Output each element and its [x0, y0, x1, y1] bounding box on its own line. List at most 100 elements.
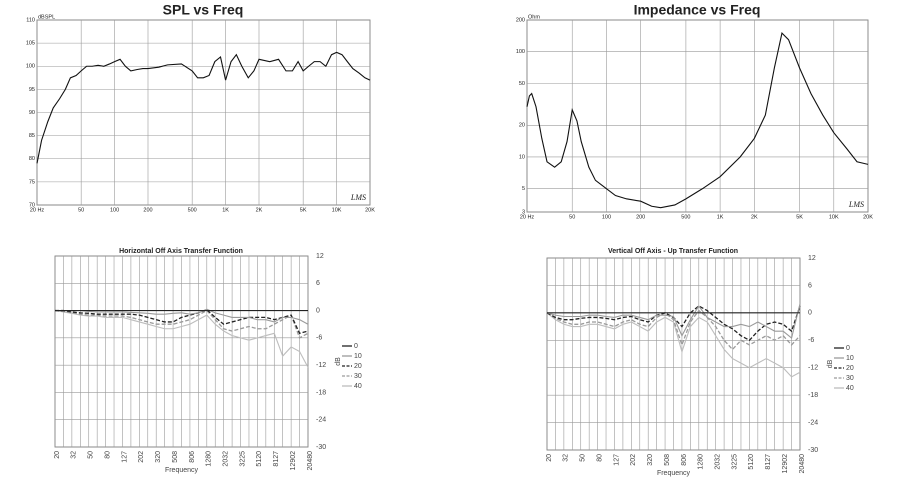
y-tick-label: -24 — [808, 419, 818, 426]
y-tick-label: -18 — [808, 392, 818, 399]
x-tick-label: 10K — [829, 214, 839, 220]
data-line — [54, 310, 309, 368]
chart-title: Vertical Off Axis - Up Transfer Function — [608, 248, 738, 255]
x-tick-label: 8127 — [765, 454, 772, 470]
x-tick-label: 32 — [563, 454, 570, 462]
chart: Impedance vs Freq 3 5 10 20 50 100 200 20 Hz 50 10… — [516, 2, 873, 221]
x-tick-label: 202 — [630, 454, 637, 466]
data-line — [546, 303, 801, 339]
legend-label: 40 — [846, 385, 854, 392]
x-tick-label: 320 — [647, 454, 654, 466]
x-tick-label: 2032 — [715, 454, 722, 470]
annotation: LMS — [350, 193, 366, 202]
data-line — [546, 312, 801, 378]
x-tick-label: 5120 — [256, 451, 263, 467]
chart-title: Impedance vs Freq — [634, 2, 761, 18]
x-tick-label: 12902 — [782, 454, 789, 474]
y-tick-label: -12 — [808, 365, 818, 372]
x-axis-label: Frequency — [165, 467, 199, 474]
x-tick-label: 1280 — [206, 451, 213, 467]
y-tick-label: -12 — [316, 362, 326, 369]
y-unit: dBSPL — [38, 14, 55, 20]
x-tick-label: 20K — [365, 207, 375, 213]
legend-label: 10 — [354, 353, 362, 360]
x-tick-label: 200 — [636, 214, 645, 220]
legend-label: 0 — [354, 343, 358, 350]
y-tick-label: 80 — [29, 156, 35, 162]
y-tick-label: -6 — [316, 335, 322, 342]
chart-title: Horizontal Off Axis Transfer Function — [119, 248, 243, 255]
data-line — [36, 51, 371, 164]
y-tick-label: 3 — [522, 209, 525, 215]
legend-label: 30 — [354, 373, 362, 380]
y-unit: Ohm — [528, 14, 540, 20]
y-tick-label: 12 — [316, 253, 324, 260]
chart: SPL vs Freq 70 75 80 85 90 95 100 105 110 20 Hz 50 1… — [26, 2, 375, 214]
x-tick-label: 80 — [596, 454, 603, 462]
y-tick-label: 105 — [26, 41, 35, 47]
x-tick-label: 80 — [104, 451, 111, 459]
x-tick-label: 320 — [155, 451, 162, 463]
x-tick-label: 127 — [613, 454, 620, 466]
legend-label: 20 — [846, 365, 854, 372]
x-tick-label: 20 Hz — [520, 214, 535, 220]
y-axis-label: dB — [335, 357, 342, 366]
x-tick-label: 5K — [796, 214, 803, 220]
x-tick-label: 806 — [189, 451, 196, 463]
x-tick-label: 50 — [580, 454, 587, 462]
data-line — [546, 309, 801, 351]
data-line — [55, 308, 309, 325]
y-tick-label: -18 — [316, 389, 326, 396]
legend-label: 0 — [846, 345, 850, 352]
y-tick-label: -6 — [808, 337, 814, 344]
x-tick-label: 5120 — [748, 454, 755, 470]
x-tick-label: 10K — [332, 207, 342, 213]
x-tick-label: 2032 — [223, 451, 230, 467]
legend-label: 30 — [846, 375, 854, 382]
data-line — [526, 32, 869, 209]
x-tick-label: 3225 — [731, 454, 738, 470]
y-tick-label: 50 — [519, 81, 525, 87]
y-tick-label: 100 — [26, 64, 35, 70]
x-tick-label: 100 — [110, 207, 119, 213]
x-tick-label: 508 — [172, 451, 179, 463]
chart-title: SPL vs Freq — [163, 2, 244, 18]
x-tick-label: 500 — [188, 207, 197, 213]
y-tick-label: 110 — [26, 17, 35, 23]
x-tick-label: 5K — [300, 207, 307, 213]
x-tick-label: 100 — [602, 214, 611, 220]
x-tick-label: 1K — [717, 214, 724, 220]
x-tick-label: 20480 — [799, 454, 806, 474]
y-tick-label: 6 — [316, 280, 320, 287]
x-tick-label: 50 — [569, 214, 575, 220]
x-tick-label: 12902 — [290, 451, 297, 471]
chart: Vertical Off Axis - Up Transfer Function… — [546, 248, 854, 477]
y-tick-label: 95 — [29, 87, 35, 93]
x-tick-label: 20 — [54, 451, 61, 459]
x-tick-label: 50 — [88, 451, 95, 459]
x-tick-label: 32 — [71, 451, 78, 459]
y-tick-label: 90 — [29, 110, 35, 116]
y-tick-label: 200 — [516, 17, 525, 23]
y-tick-label: 6 — [808, 282, 812, 289]
x-tick-label: 1280 — [698, 454, 705, 470]
y-tick-label: 0 — [316, 307, 320, 314]
y-tick-label: 75 — [29, 179, 35, 185]
x-tick-label: 1K — [222, 207, 229, 213]
x-tick-label: 200 — [143, 207, 152, 213]
x-tick-label: 20480 — [307, 451, 314, 471]
y-tick-label: 10 — [519, 154, 525, 160]
y-tick-label: 12 — [808, 255, 816, 262]
y-tick-label: 5 — [522, 186, 525, 192]
y-tick-label: 70 — [29, 202, 35, 208]
legend-label: 20 — [354, 363, 362, 370]
x-tick-label: 8127 — [273, 451, 280, 467]
x-axis-label: Frequency — [657, 470, 691, 477]
y-tick-label: -30 — [316, 444, 326, 451]
y-tick-label: 85 — [29, 133, 35, 139]
x-tick-label: 20K — [863, 214, 873, 220]
y-tick-label: -24 — [316, 417, 326, 424]
y-tick-label: 20 — [519, 123, 525, 129]
x-tick-label: 20 — [546, 454, 553, 462]
